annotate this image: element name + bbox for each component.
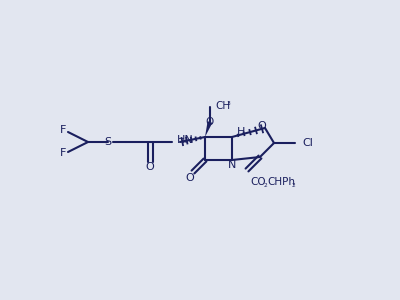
Text: $_3$: $_3$	[226, 98, 231, 107]
Text: O: O	[206, 117, 214, 127]
Text: CH: CH	[215, 101, 230, 111]
Text: $_2$: $_2$	[263, 181, 268, 190]
Text: O: O	[258, 121, 266, 131]
Text: O: O	[186, 173, 194, 183]
Text: HN: HN	[177, 135, 194, 145]
Text: CO: CO	[250, 177, 266, 187]
Text: N: N	[228, 160, 236, 170]
Polygon shape	[205, 121, 212, 137]
Text: CHPh: CHPh	[267, 177, 295, 187]
Text: $_2$: $_2$	[291, 181, 296, 190]
Text: S: S	[104, 137, 112, 147]
Text: F: F	[60, 125, 66, 135]
Text: F: F	[60, 148, 66, 158]
Text: H: H	[237, 127, 245, 137]
Text: O: O	[146, 162, 154, 172]
Text: Cl: Cl	[302, 138, 313, 148]
